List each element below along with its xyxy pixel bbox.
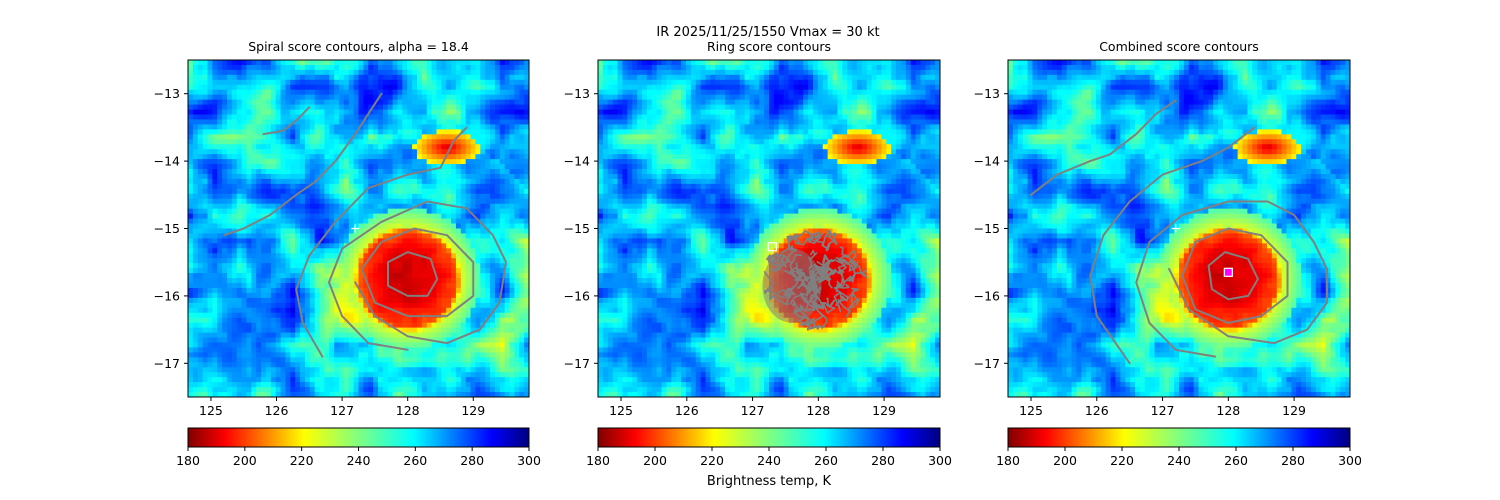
colorbar-tick-label: 220	[1110, 453, 1134, 468]
score-contour-line	[1181, 227, 1289, 324]
y-tick-label: −17	[564, 356, 590, 371]
x-tick-label: 127	[741, 403, 765, 418]
panel-title: Combined score contours	[1099, 39, 1259, 54]
score-contour-line	[262, 106, 311, 136]
score-contour-line	[1135, 200, 1328, 358]
first-guess-marker	[1171, 224, 1180, 233]
x-tick-label: 128	[1216, 403, 1240, 418]
best-center-marker	[1223, 267, 1233, 277]
brightness-field	[1008, 60, 1350, 397]
colorbar-tick-label: 240	[757, 453, 781, 468]
colorbar-gradient	[187, 427, 530, 448]
x-tick-label: 125	[199, 403, 223, 418]
y-tick-label: −14	[974, 154, 1000, 169]
y-tick-label: −13	[974, 86, 1000, 101]
panel-2: Ring score contours 125 126 127 128 129 −13 −14…	[564, 39, 952, 468]
brightness-field	[188, 60, 529, 397]
panel-3: Combined score contours 125 126 127 128 129 −1…	[974, 39, 1362, 468]
colorbar-tick-label: 280	[1281, 453, 1305, 468]
panel-title: Spiral score contours, alpha = 18.4	[248, 39, 469, 54]
score-contour-line	[1030, 99, 1177, 196]
colorbar-tick-label: 280	[460, 453, 484, 468]
colorbar: 180 200 220 240 260 280 300	[996, 427, 1362, 468]
x-tick-label: 127	[1151, 403, 1175, 418]
colorbar-gradient	[1007, 427, 1351, 448]
score-contour-line	[360, 227, 475, 318]
y-tick-label: −13	[154, 86, 180, 101]
score-contour-line	[1207, 251, 1259, 301]
y-tick-label: −16	[974, 288, 1000, 303]
colorbar-tick-label: 240	[1167, 453, 1191, 468]
colorbar-tick-label: 180	[586, 453, 610, 468]
x-tick-label: 127	[330, 403, 354, 418]
ring-score-contours	[762, 229, 868, 331]
colorbar-tick-label: 260	[814, 453, 838, 468]
colorbar: 180 200 220 240 260 280 300	[586, 427, 952, 468]
x-tick-label: 128	[396, 403, 420, 418]
x-tick-label: 126	[1085, 403, 1109, 418]
y-tick-label: −13	[564, 86, 590, 101]
x-tick-label: 129	[1282, 403, 1306, 418]
x-tick-label: 126	[265, 403, 289, 418]
first-guess-marker	[351, 224, 360, 233]
y-tick-label: −17	[154, 356, 180, 371]
panel-1: Spiral score contours, alpha = 18.4 125 12…	[154, 39, 541, 468]
colorbar-tick-label: 200	[233, 453, 257, 468]
colorbar-tick-label: 240	[347, 453, 371, 468]
y-tick-label: −17	[974, 356, 1000, 371]
x-tick-label: 128	[806, 403, 830, 418]
colorbar-tick-label: 180	[176, 453, 200, 468]
colorbar-tick-label: 180	[996, 453, 1020, 468]
score-contour-line	[387, 251, 439, 297]
figure-suptitle: IR 2025/11/25/1550 Vmax = 30 kt	[656, 25, 879, 40]
y-tick-label: −16	[154, 288, 180, 303]
colorbar-label: Brightness temp, K	[707, 474, 832, 489]
x-tick-label: 125	[1019, 403, 1043, 418]
best-center-marker	[767, 242, 777, 252]
colorbar-tick-label: 200	[1053, 453, 1077, 468]
y-tick-label: −15	[974, 221, 1000, 236]
y-tick-label: −14	[154, 154, 180, 169]
y-tick-label: −15	[564, 221, 590, 236]
colorbar-tick-label: 280	[871, 453, 895, 468]
panel-title: Ring score contours	[707, 39, 831, 54]
colorbar-tick-label: 300	[517, 453, 541, 468]
y-tick-label: −16	[564, 288, 590, 303]
score-contour-line	[223, 92, 383, 237]
colorbar-tick-label: 220	[700, 453, 724, 468]
y-tick-label: −15	[154, 221, 180, 236]
colorbar-tick-label: 200	[643, 453, 667, 468]
ring-contour-cluster	[762, 248, 822, 323]
x-tick-label: 129	[461, 403, 485, 418]
colorbar-tick-label: 300	[1338, 453, 1362, 468]
y-tick-label: −14	[564, 154, 590, 169]
colorbar-tick-label: 260	[1224, 453, 1248, 468]
x-tick-label: 129	[872, 403, 896, 418]
brightness-field	[598, 60, 940, 397]
score-contour-line	[328, 200, 507, 351]
x-tick-label: 126	[675, 403, 699, 418]
colorbar-tick-label: 220	[290, 453, 314, 468]
score-contour-line	[1089, 126, 1256, 365]
colorbar: 180 200 220 240 260 280 300	[176, 427, 541, 468]
x-tick-label: 125	[609, 403, 633, 418]
score-contour-line	[295, 126, 468, 358]
colorbar-tick-label: 300	[928, 453, 952, 468]
colorbar-gradient	[597, 427, 941, 448]
colorbar-tick-label: 260	[403, 453, 427, 468]
